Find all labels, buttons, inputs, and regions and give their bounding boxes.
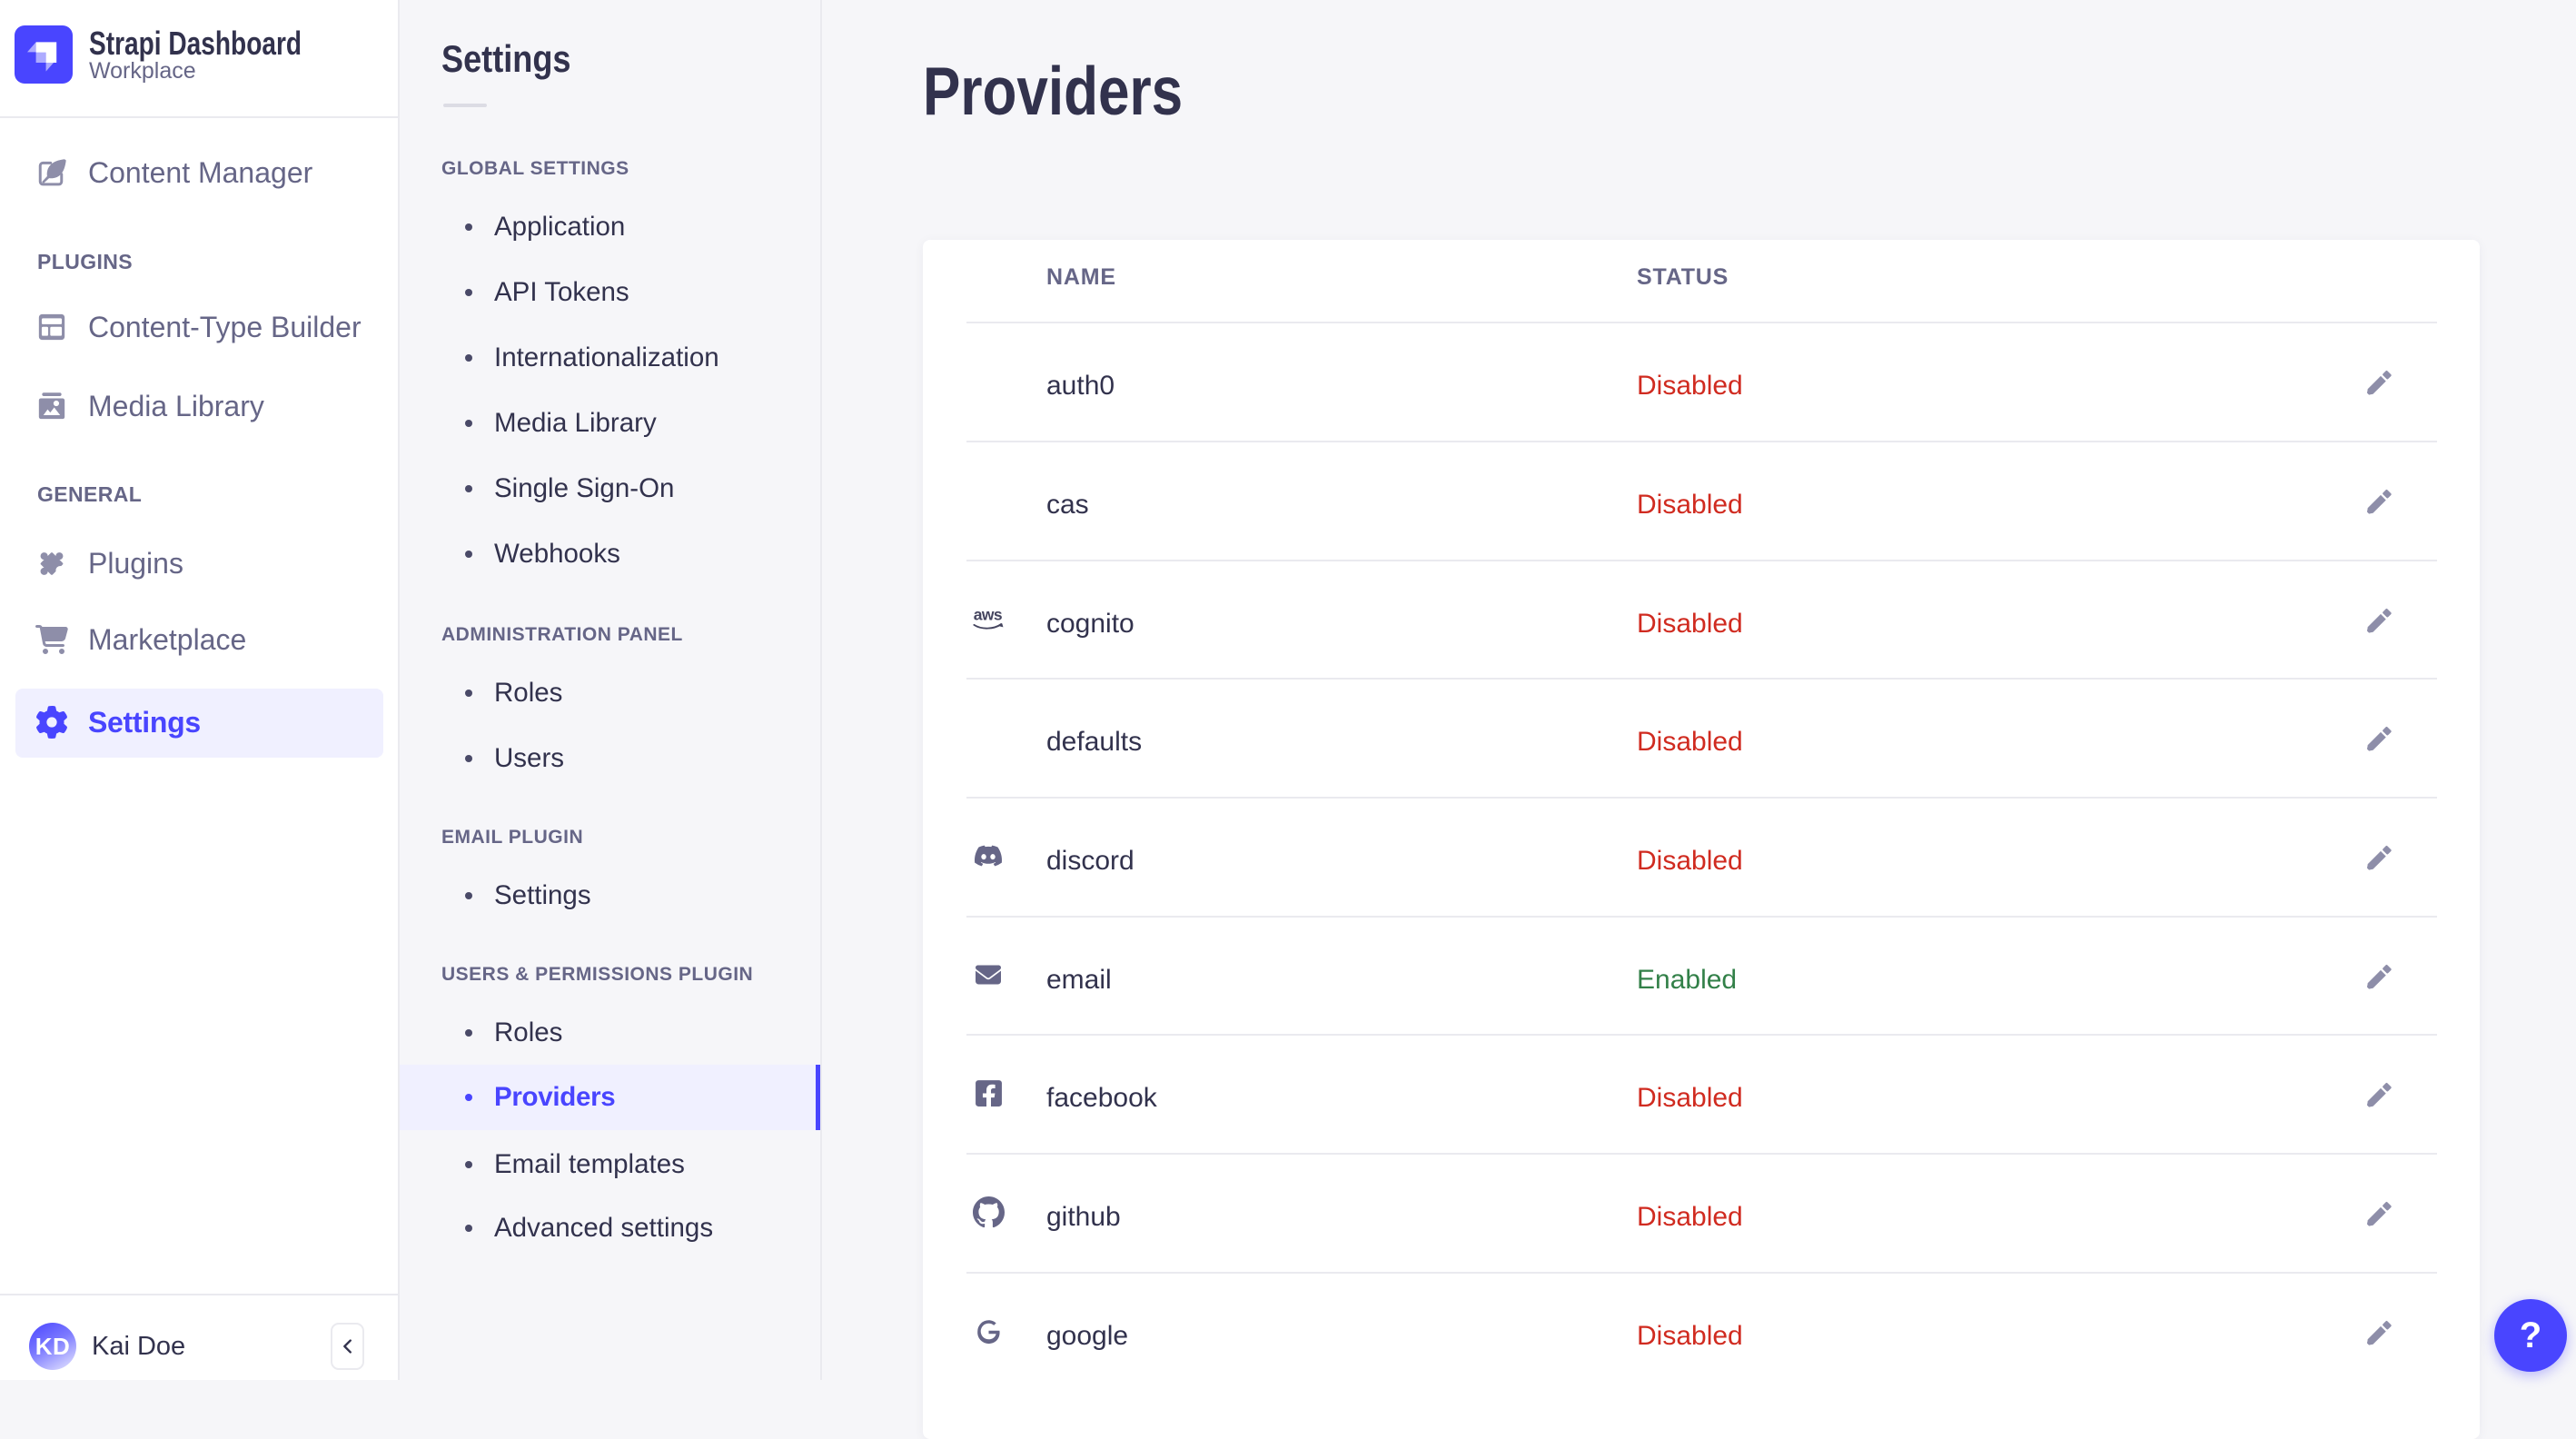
svg-text:aws: aws bbox=[974, 605, 1003, 623]
